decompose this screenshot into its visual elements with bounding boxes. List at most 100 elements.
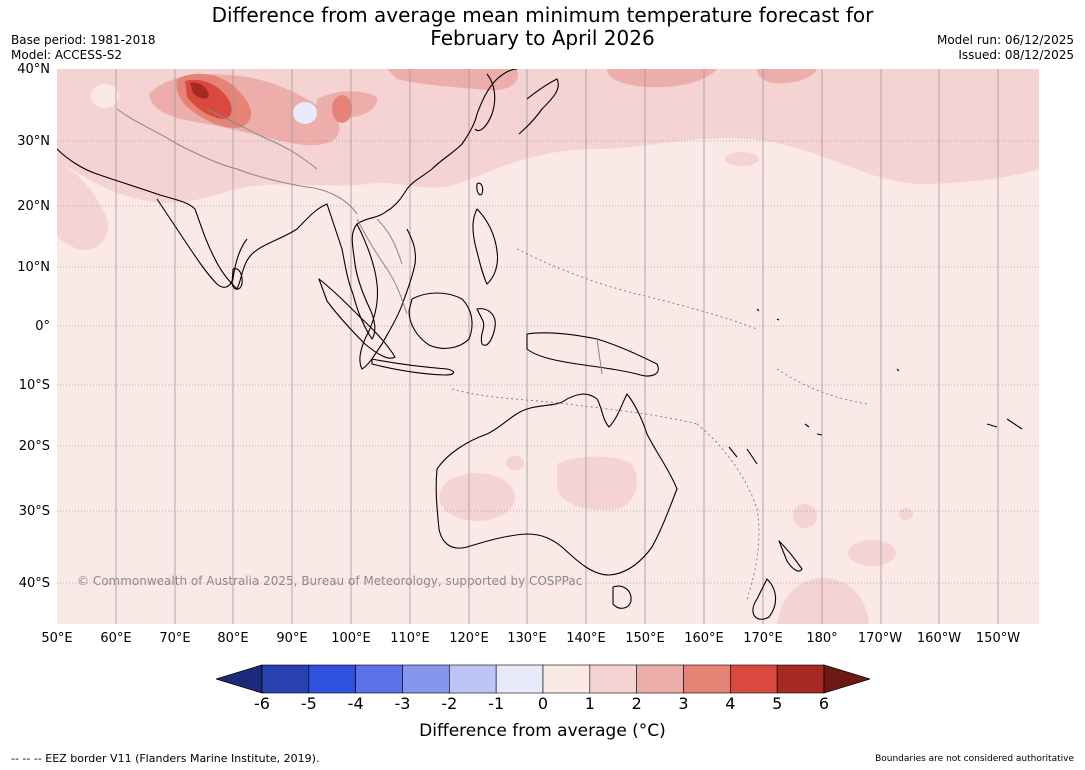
lon-label-70e: 70°E	[159, 631, 191, 646]
anomaly-0-1-blob	[91, 84, 119, 108]
anomaly-2-3-region	[607, 69, 717, 88]
lat-label-10s: 10°S	[18, 378, 50, 393]
lon-label-60e: 60°E	[100, 631, 132, 646]
lon-label-130e: 130°E	[507, 631, 547, 646]
coastlines	[56, 68, 1023, 620]
lon-label-50e: 50°E	[41, 631, 73, 646]
anomaly-5-6-region	[190, 82, 209, 99]
colorbar-tick-label: -4	[347, 694, 364, 713]
colorbar-bin	[261, 664, 310, 694]
new-guinea-coastline	[526, 332, 659, 377]
anomaly-1-2-blob	[725, 152, 759, 166]
anomaly-1-2-blob	[439, 473, 515, 521]
border-line	[206, 108, 318, 170]
anomaly-1-2-blob	[506, 456, 524, 470]
anomaly-1-2-blob	[793, 504, 817, 528]
anomaly-1-2-blob	[899, 508, 913, 520]
boundaries-footnote: Boundaries are not considered authoritat…	[875, 754, 1074, 764]
lat-label-30n: 30°N	[17, 134, 50, 149]
lat-label-30s: 30°S	[18, 504, 50, 519]
border-line	[356, 218, 408, 315]
lat-label-20n: 20°N	[17, 199, 50, 214]
map-svg	[56, 68, 1039, 624]
colorbar-tick-label: -6	[254, 694, 270, 713]
lon-label-180: 180°	[806, 631, 838, 646]
meta-right: Model run: 06/12/2025 Issued: 08/12/2025	[937, 33, 1074, 63]
australia-coastline	[435, 393, 678, 576]
anomaly-neg1-0-blob	[293, 102, 317, 124]
meta-left: Base period: 1981-2018 Model: ACCESS-S2	[11, 33, 156, 63]
lon-label-120e: 120°E	[449, 631, 489, 646]
colorbar-extend-high	[823, 664, 872, 694]
lon-label-80e: 80°E	[217, 631, 249, 646]
lat-label-40s: 40°S	[18, 576, 50, 591]
new-zealand-coastline	[752, 540, 803, 620]
issued-date: Issued: 08/12/2025	[958, 48, 1074, 62]
colorbar-bin	[636, 664, 684, 694]
java-coastline	[371, 358, 455, 376]
map-title: Difference from average mean minimum tem…	[0, 4, 1085, 50]
base-period: Base period: 1981-2018	[11, 33, 156, 47]
anomaly-2-3-region	[757, 69, 817, 84]
lon-label-140e: 140°E	[566, 631, 606, 646]
lon-label-160w: 160°W	[916, 631, 962, 646]
sri-lanka-coastline	[231, 268, 243, 290]
anomaly-1-2-blob	[557, 456, 637, 511]
model-name: Model: ACCESS-S2	[11, 48, 123, 62]
anomaly-1-2-blob	[848, 540, 896, 566]
colorbar-bin	[308, 664, 356, 694]
anomaly-1-2-west	[57, 164, 108, 250]
colorbar-tick-label: 5	[772, 694, 783, 713]
sulawesi-coastline	[476, 308, 496, 346]
forecast-map: © Commonwealth of Australia 2025, Bureau…	[56, 68, 1039, 624]
anomaly-1-2-blob	[777, 578, 869, 624]
lat-label-20s: 20°S	[18, 439, 50, 454]
border-line	[376, 218, 403, 265]
colorbar-tick-label: 1	[584, 694, 595, 713]
lon-label-150w: 150°W	[975, 631, 1021, 646]
eez-footnote: -- -- -- EEZ border V11 (Flanders Marine…	[11, 752, 320, 765]
colorbar-bin	[449, 664, 497, 694]
border-line	[596, 338, 603, 375]
colorbar-bin	[542, 664, 591, 694]
colorbar-bin	[355, 664, 403, 694]
anomaly-3-4-blob	[332, 95, 352, 123]
colorbar-tick-label: -3	[394, 694, 411, 713]
eez-borders	[451, 248, 868, 600]
anomaly-2-3-region	[387, 69, 518, 91]
lat-label-40n: 40°N	[17, 62, 50, 77]
tasmania-coastline	[612, 585, 632, 609]
lon-label-170e: 170°E	[743, 631, 783, 646]
pacific-islands	[728, 308, 1023, 465]
korea-coastline	[474, 73, 496, 132]
lon-label-90e: 90°E	[276, 631, 308, 646]
india-coastline	[156, 198, 248, 288]
colorbar-tick-label: 2	[631, 694, 642, 713]
colorbar-bin	[730, 664, 778, 694]
lon-label-110e: 110°E	[390, 631, 430, 646]
country-borders	[116, 108, 603, 375]
lat-label-10n: 10°N	[17, 260, 50, 275]
colorbar-tick-label: 4	[725, 694, 736, 713]
colorbar-extend-low	[214, 664, 263, 694]
border-line	[116, 108, 358, 215]
colorbar-bin	[402, 664, 450, 694]
taiwan-coastline	[476, 182, 484, 196]
lat-label-0: 0°	[35, 319, 50, 334]
colorbar-label: Difference from average (°C)	[419, 721, 666, 741]
philippines-coastline	[472, 208, 499, 285]
lon-label-150e: 150°E	[625, 631, 665, 646]
colorbar-tick-label: -1	[488, 694, 505, 713]
colorbar-tick-label: 0	[537, 694, 549, 713]
colorbar-tick-label: 6	[818, 694, 830, 713]
colorbar-tick-label: -2	[441, 694, 458, 713]
colorbar-bin	[495, 664, 544, 694]
colorbar-svg	[214, 664, 872, 694]
model-run: Model run: 06/12/2025	[936, 33, 1074, 47]
colorbar-tick-label: 3	[678, 694, 689, 713]
colorbar-tick-label: -5	[300, 694, 317, 713]
indochina-coastline	[356, 223, 416, 370]
colorbar-bin	[683, 664, 731, 694]
japan-coastline	[518, 78, 559, 135]
colorbar-bin	[776, 664, 825, 694]
